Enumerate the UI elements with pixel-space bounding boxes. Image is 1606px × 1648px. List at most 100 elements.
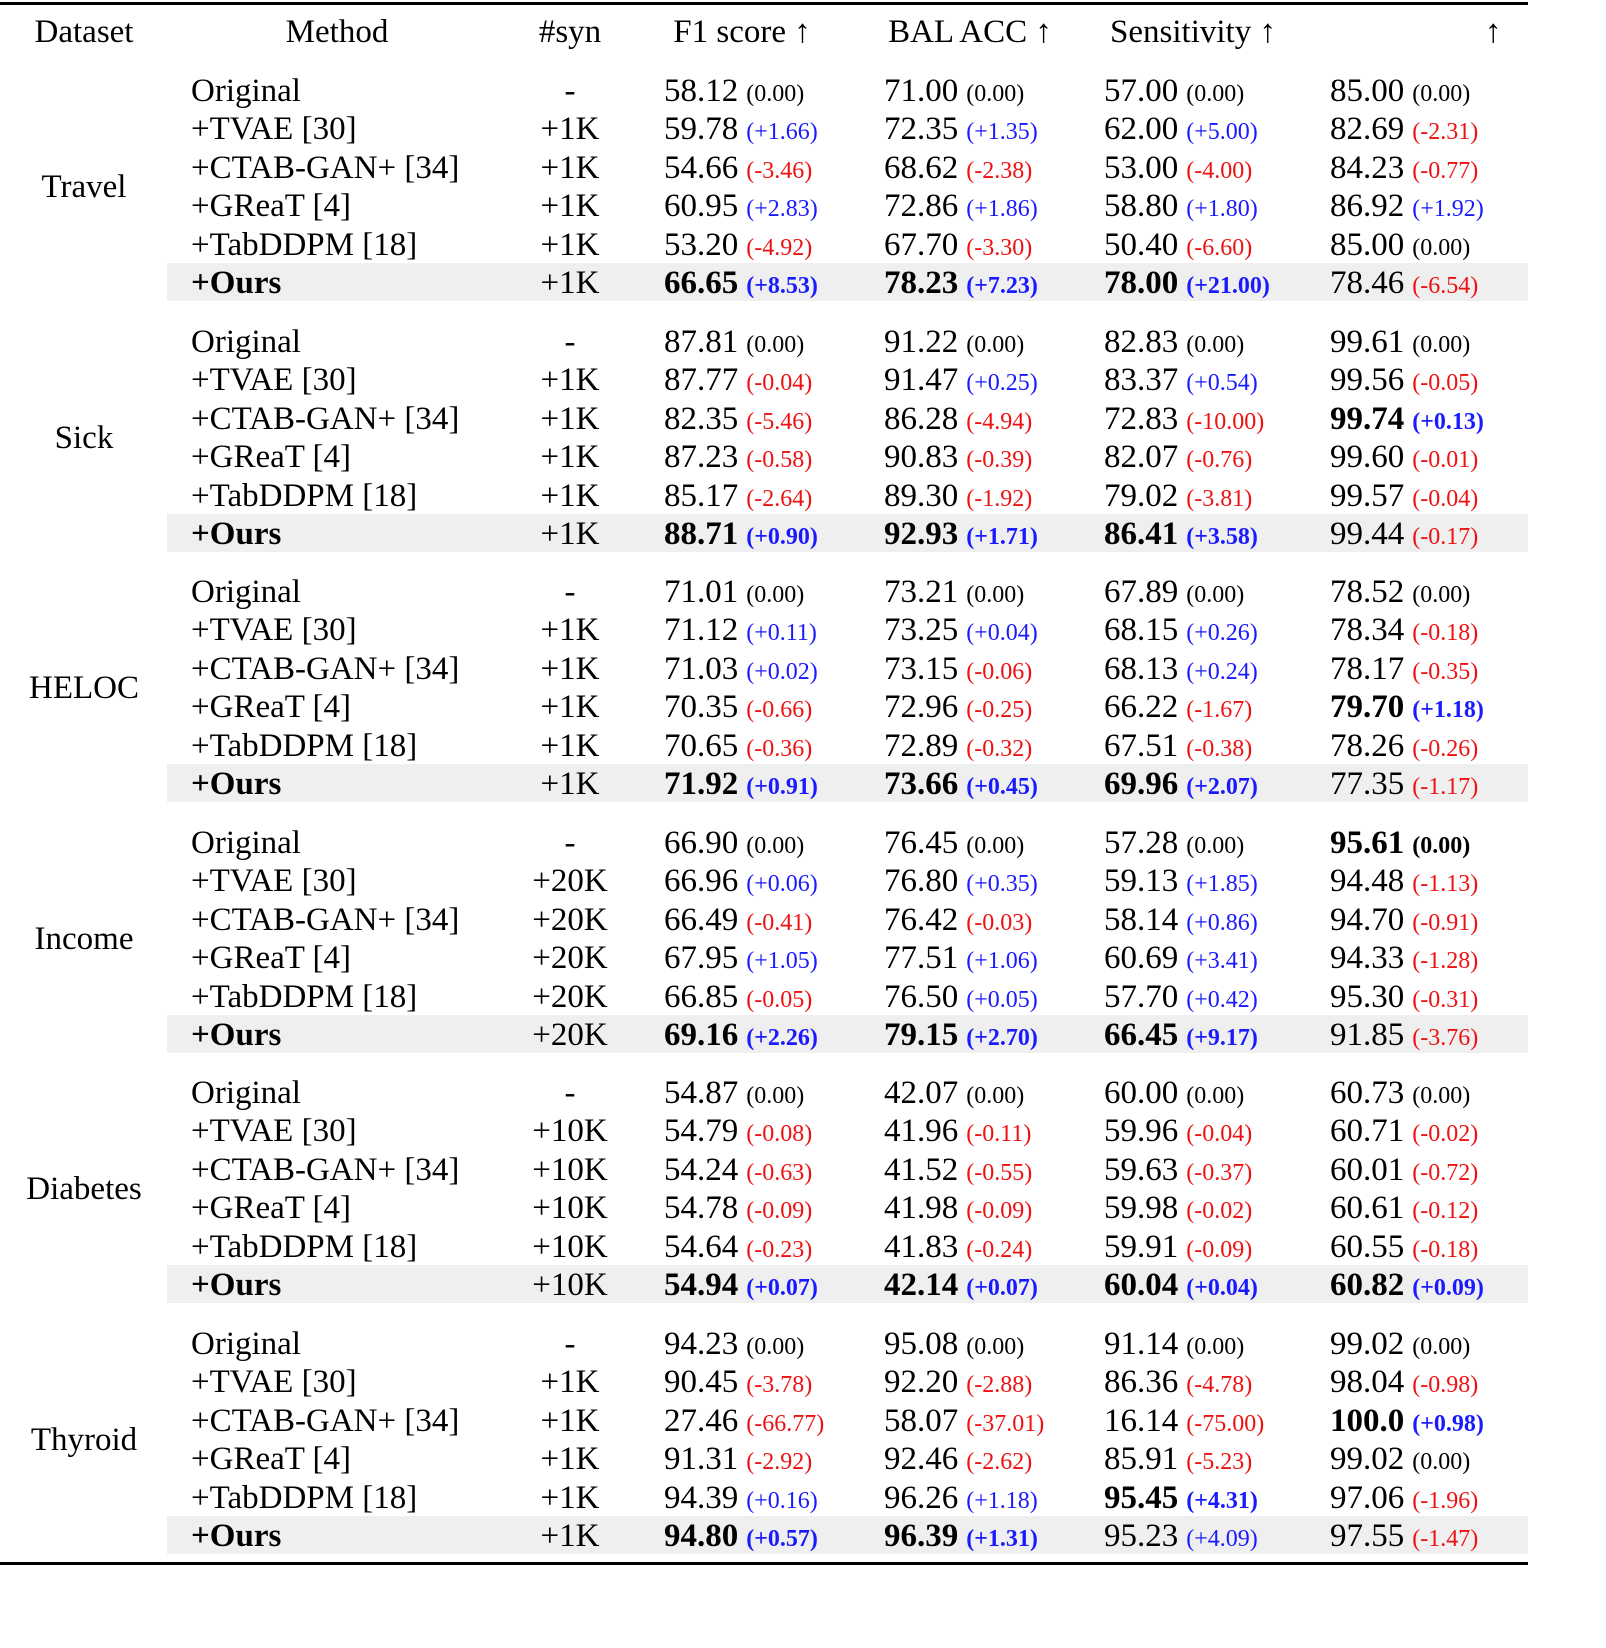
- metric-value: 82.07: [1104, 439, 1179, 476]
- metric-value: 60.69: [1104, 940, 1179, 977]
- metric-value: 90.83: [884, 439, 959, 476]
- bottom-rule: [0, 1562, 1528, 1565]
- metric-value: 53.00: [1104, 149, 1179, 186]
- bal-cell: 92.20 (-2.88): [884, 1363, 1032, 1401]
- metric-value: 82.83: [1104, 324, 1179, 360]
- spec-cell: 99.74 (+0.13): [1330, 400, 1484, 438]
- metric-value: 60.95: [664, 188, 739, 225]
- metric-value: 100.0: [1330, 1402, 1405, 1439]
- bal-cell: 91.22 (0.00): [884, 323, 1024, 361]
- bal-cell: 72.96 (-0.25): [884, 688, 1032, 726]
- metric-delta: (-0.63): [746, 1159, 813, 1186]
- metric-delta: (+0.06): [746, 871, 818, 898]
- metric-delta: (0.00): [746, 332, 805, 358]
- spec-cell: 99.44 (-0.17): [1330, 515, 1478, 553]
- spec-cell: 60.82 (+0.09): [1330, 1266, 1484, 1304]
- metric-value: 42.14: [884, 1267, 959, 1303]
- metric-value: 59.96: [1104, 1113, 1179, 1150]
- metric-value: 60.00: [1104, 1075, 1179, 1111]
- method-cell: +GReaT [4]: [191, 188, 352, 225]
- metric-value: 57.70: [1104, 978, 1179, 1015]
- metric-delta: (+0.35): [966, 871, 1038, 898]
- metric-delta: (0.00): [746, 1334, 805, 1360]
- sens-cell: 78.00 (+21.00): [1104, 264, 1270, 302]
- metric-delta: (+0.86): [1186, 909, 1258, 936]
- metric-delta: (-66.77): [746, 1410, 825, 1437]
- syn-cell: +1K: [540, 1441, 600, 1478]
- spec-cell: 85.00 (0.00): [1330, 226, 1470, 264]
- metric-value: 71.12: [664, 612, 739, 649]
- metric-delta: (+1.85): [1186, 871, 1258, 898]
- metric-delta: (+0.45): [966, 774, 1038, 800]
- syn-cell: +20K: [532, 863, 608, 900]
- dataset-label: HELOC: [29, 670, 139, 706]
- metric-delta: (-0.18): [1412, 620, 1479, 647]
- top-rule: [0, 2, 1528, 5]
- metric-value: 58.07: [884, 1402, 959, 1439]
- sens-cell: 79.02 (-3.81): [1104, 477, 1252, 515]
- metric-value: 54.79: [664, 1113, 739, 1150]
- metric-value: 72.83: [1104, 400, 1179, 437]
- metric-value: 67.95: [664, 940, 739, 977]
- metric-delta: (+0.91): [746, 774, 818, 800]
- metric-delta: (-0.58): [746, 447, 813, 474]
- f1-cell: 71.03 (+0.02): [664, 650, 818, 688]
- metric-value: 54.94: [664, 1267, 739, 1303]
- metric-value: 91.47: [884, 362, 959, 399]
- metric-value: 67.51: [1104, 727, 1179, 764]
- syn-cell: +1K: [540, 188, 600, 225]
- metric-value: 66.45: [1104, 1017, 1179, 1053]
- syn-cell: +1K: [540, 1402, 600, 1439]
- f1-cell: 54.24 (-0.63): [664, 1151, 812, 1189]
- metric-delta: (+1.66): [746, 119, 818, 146]
- syn-cell: +1K: [540, 1518, 600, 1554]
- sens-cell: 85.91 (-5.23): [1104, 1440, 1252, 1478]
- metric-delta: (+0.26): [1186, 620, 1258, 647]
- metric-delta: (-0.41): [746, 909, 813, 936]
- syn-cell: +1K: [540, 612, 600, 649]
- spec-cell: 85.00 (0.00): [1330, 72, 1470, 110]
- bal-cell: 76.42 (-0.03): [884, 901, 1032, 939]
- metric-delta: (-4.92): [746, 234, 813, 261]
- metric-delta: (+2.26): [746, 1025, 818, 1051]
- metric-delta: (-3.78): [746, 1372, 813, 1399]
- f1-cell: 90.45 (-3.78): [664, 1363, 812, 1401]
- f1-cell: 54.78 (-0.09): [664, 1189, 812, 1227]
- metric-value: 82.35: [664, 400, 739, 437]
- metric-delta: (-1.96): [1412, 1487, 1479, 1514]
- metric-delta: (-0.02): [1186, 1198, 1253, 1225]
- method-cell: +GReaT [4]: [191, 439, 352, 476]
- metric-delta: (-0.03): [966, 909, 1033, 936]
- metric-delta: (0.00): [1186, 1334, 1245, 1360]
- syn-cell: -: [564, 825, 576, 861]
- metric-delta: (+4.09): [1186, 1526, 1258, 1552]
- metric-delta: (-1.28): [1412, 948, 1479, 975]
- metric-value: 94.70: [1330, 901, 1405, 938]
- f1-cell: 91.31 (-2.92): [664, 1440, 812, 1478]
- metric-delta: (-4.78): [1186, 1372, 1253, 1399]
- metric-value: 53.20: [664, 226, 739, 263]
- sens-cell: 16.14 (-75.00): [1104, 1402, 1264, 1440]
- metric-delta: (-0.32): [966, 735, 1033, 762]
- metric-value: 78.52: [1330, 574, 1405, 610]
- bal-cell: 92.46 (-2.62): [884, 1440, 1032, 1478]
- spec-cell: 91.85 (-3.76): [1330, 1016, 1478, 1054]
- sens-cell: 66.45 (+9.17): [1104, 1016, 1258, 1054]
- metric-delta: (-2.92): [746, 1449, 813, 1476]
- metric-value: 73.66: [884, 766, 959, 802]
- sens-cell: 86.41 (+3.58): [1104, 515, 1258, 553]
- metric-value: 16.14: [1104, 1402, 1179, 1439]
- f1-cell: 70.65 (-0.36): [664, 727, 812, 765]
- sens-cell: 86.36 (-4.78): [1104, 1363, 1252, 1401]
- metric-delta: (+0.13): [1412, 408, 1484, 435]
- f1-cell: 54.64 (-0.23): [664, 1228, 812, 1266]
- metric-delta: (-4.00): [1186, 157, 1253, 184]
- method-cell: +TVAE [30]: [191, 1364, 357, 1401]
- metric-delta: (-1.47): [1412, 1526, 1479, 1552]
- bal-cell: 41.83 (-0.24): [884, 1228, 1032, 1266]
- sens-cell: 91.14 (0.00): [1104, 1325, 1244, 1363]
- metric-value: 59.13: [1104, 863, 1179, 900]
- spec-cell: 99.57 (-0.04): [1330, 477, 1478, 515]
- metric-delta: (+0.11): [746, 620, 817, 647]
- metric-value: 94.33: [1330, 940, 1405, 977]
